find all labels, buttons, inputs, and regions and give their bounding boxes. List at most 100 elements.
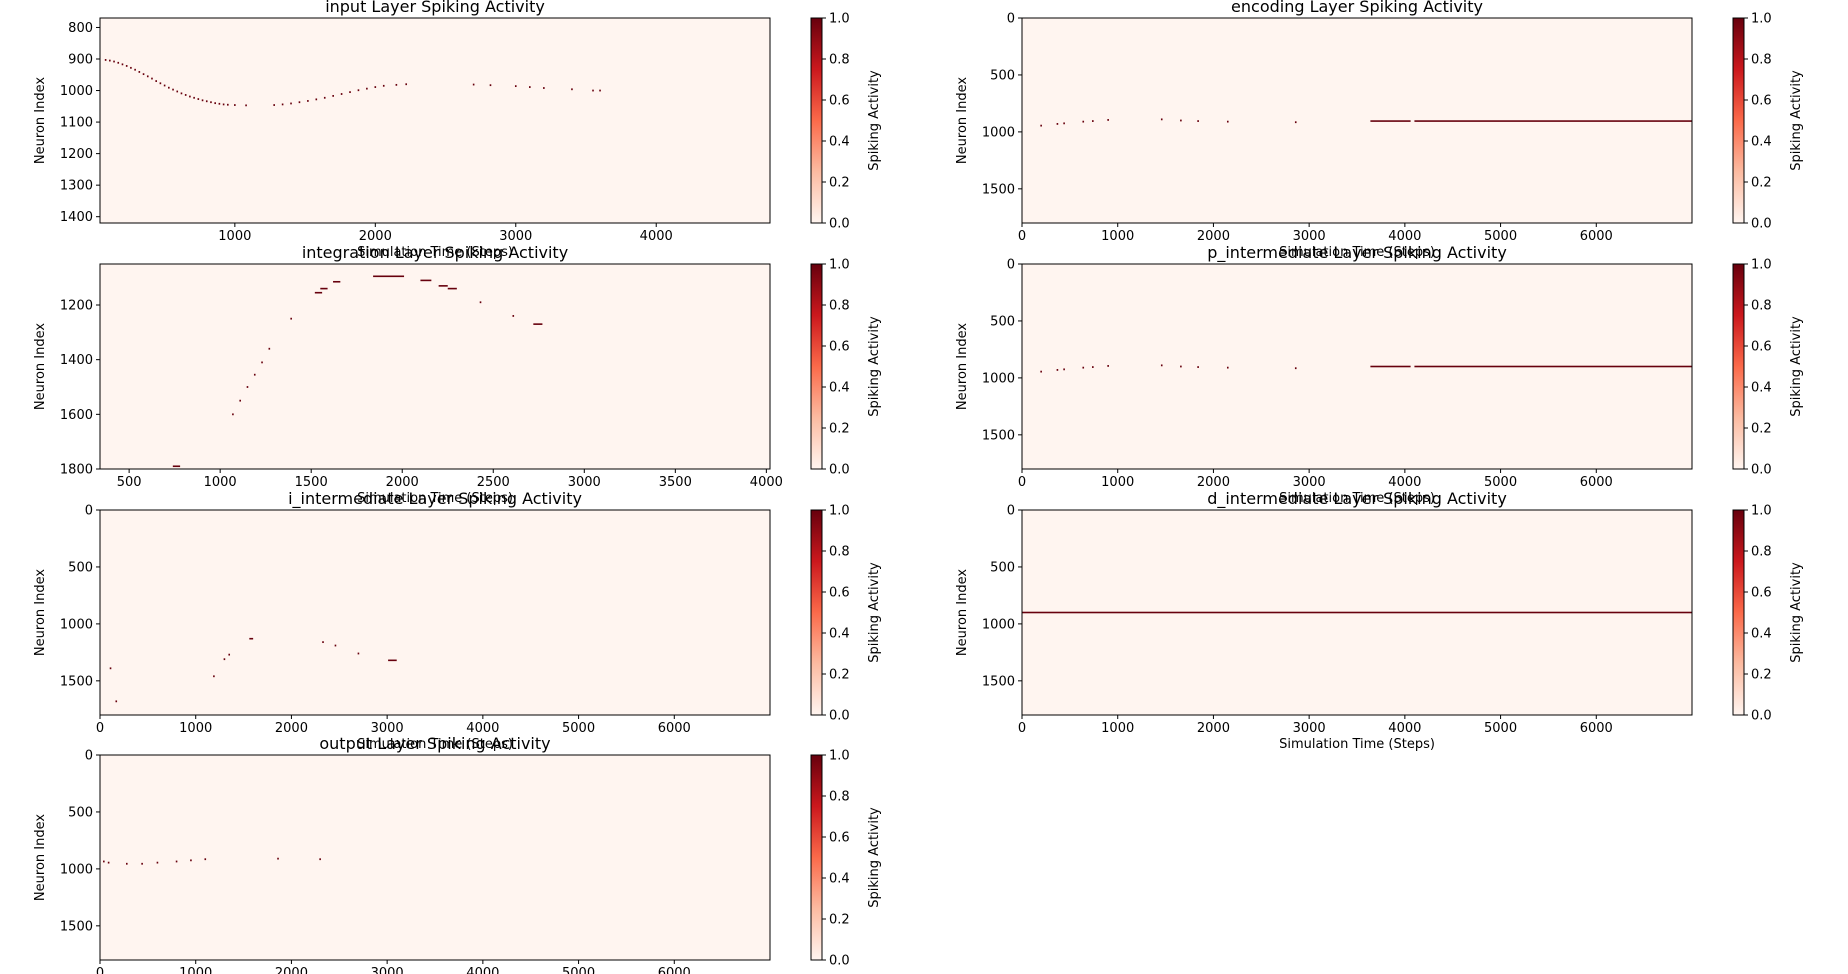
x-tick-label: 3000 xyxy=(568,475,601,490)
chart-title: i_intermediate Layer Spiking Activity xyxy=(288,489,582,509)
colorbar xyxy=(810,263,823,470)
colorbar-tick-label: 0.4 xyxy=(829,381,850,396)
colorbar-tick-label: 0.4 xyxy=(829,135,850,150)
colorbar-tick-label: 0.0 xyxy=(1751,463,1772,478)
y-tick-label: 500 xyxy=(990,68,1015,83)
spike-mark xyxy=(189,95,191,98)
colorbar-label: Spiking Activity xyxy=(867,807,882,908)
spike-train xyxy=(1414,365,1692,368)
y-tick-label: 800 xyxy=(68,21,93,36)
colorbar-tick-label: 0.6 xyxy=(1751,94,1772,109)
spike-train xyxy=(533,323,543,325)
x-tick-label: 1000 xyxy=(1101,721,1134,736)
spike-train xyxy=(1414,120,1692,122)
chart-title: input Layer Spiking Activity xyxy=(325,0,545,16)
spike-mark xyxy=(319,858,321,861)
chart-panel-3: 0 1000 2000 3000 4000 5000 6000 0 500 1000 1500 Sim… xyxy=(955,243,1804,506)
spike-mark xyxy=(227,103,229,106)
chart-panel-5: 0 1000 2000 3000 4000 5000 6000 0 500 1000 1500 Sim… xyxy=(955,489,1804,752)
x-tick-label: 4000 xyxy=(640,229,673,244)
spike-mark xyxy=(197,98,200,100)
spike-mark xyxy=(1107,119,1109,121)
spike-mark xyxy=(175,860,178,863)
spike-mark xyxy=(334,644,337,647)
spike-mark xyxy=(151,77,153,80)
spike-mark xyxy=(228,653,231,656)
spike-mark xyxy=(382,84,385,87)
x-tick-label: 2000 xyxy=(1197,475,1230,490)
spike-mark xyxy=(1180,365,1182,368)
chart-title: d_intermediate Layer Spiking Activity xyxy=(1207,489,1507,509)
spike-mark xyxy=(210,101,212,104)
colorbar-tick-label: 0.6 xyxy=(829,340,850,355)
y-tick-label: 1000 xyxy=(982,371,1015,386)
spike-mark xyxy=(232,413,234,416)
spike-mark xyxy=(213,675,215,678)
y-axis-label: Neuron Index xyxy=(955,77,970,164)
colorbar xyxy=(1732,17,1745,224)
spike-mark xyxy=(176,90,179,93)
colorbar-tick-label: 0.8 xyxy=(1751,545,1772,560)
y-tick-label: 1200 xyxy=(60,147,93,162)
spike-mark xyxy=(1197,120,1199,122)
spike-mark xyxy=(332,95,334,97)
y-tick-label: 1800 xyxy=(60,463,93,478)
spike-mark xyxy=(1226,366,1229,369)
y-tick-label: 900 xyxy=(68,53,93,68)
spike-mark xyxy=(1226,120,1229,123)
spike-mark xyxy=(290,102,292,105)
spike-train xyxy=(249,637,254,640)
colorbar-label: Spiking Activity xyxy=(1789,316,1804,417)
x-tick-label: 0 xyxy=(96,966,104,974)
chart-panel-1: 0 1000 2000 3000 4000 5000 6000 0 500 1000 1500 Sim… xyxy=(955,0,1804,260)
spike-mark xyxy=(1056,123,1059,125)
colorbar-tick-label: 0.0 xyxy=(829,463,850,478)
spike-mark xyxy=(543,87,545,89)
chart-panel-0: 1000 2000 3000 4000 800 900 1000 1100 1200 1300 14… xyxy=(33,0,882,260)
x-tick-label: 1500 xyxy=(295,475,328,490)
x-tick-label: 4000 xyxy=(466,966,499,974)
colorbar-tick-label: 0.4 xyxy=(829,872,850,887)
x-tick-label: 4000 xyxy=(1388,475,1421,490)
spike-mark xyxy=(357,652,360,655)
colorbar-tick-label: 0.8 xyxy=(829,299,850,314)
y-tick-label: 0 xyxy=(85,749,93,764)
axes-frame xyxy=(1021,263,1693,470)
y-axis-label: Neuron Index xyxy=(33,569,48,656)
colorbar-tick-label: 0.8 xyxy=(1751,53,1772,68)
x-tick-label: 2000 xyxy=(359,229,392,244)
spike-mark xyxy=(1040,124,1042,127)
y-axis-label: Neuron Index xyxy=(955,323,970,410)
colorbar-label: Spiking Activity xyxy=(1789,70,1804,171)
y-tick-label: 1300 xyxy=(60,179,93,194)
spike-mark xyxy=(1040,370,1042,373)
x-tick-label: 3000 xyxy=(371,721,404,736)
spike-mark xyxy=(1107,365,1109,367)
colorbar xyxy=(810,509,823,716)
spike-mark xyxy=(1197,366,1199,368)
x-tick-label: 5000 xyxy=(1484,721,1517,736)
spike-mark xyxy=(201,99,204,102)
spike-mark xyxy=(340,93,343,95)
colorbar-tick-label: 0.4 xyxy=(829,627,850,642)
heatmap-area xyxy=(100,755,770,960)
y-tick-label: 1400 xyxy=(60,210,93,225)
spike-mark xyxy=(315,98,318,101)
spike-mark xyxy=(1056,369,1059,371)
spike-mark xyxy=(1160,364,1163,367)
spike-mark xyxy=(156,861,159,864)
spike-train xyxy=(1370,120,1411,122)
x-tick-label: 1000 xyxy=(204,475,237,490)
spike-mark xyxy=(1294,367,1297,370)
x-tick-label: 4000 xyxy=(1388,721,1421,736)
y-tick-label: 1500 xyxy=(60,919,93,934)
colorbar-tick-label: 0.8 xyxy=(829,53,850,68)
heatmap-area xyxy=(100,510,770,715)
chart-title: p_intermediate Layer Spiking Activity xyxy=(1207,243,1507,263)
x-tick-label: 500 xyxy=(117,475,142,490)
spike-mark xyxy=(205,100,208,103)
y-tick-label: 1000 xyxy=(60,862,93,877)
spike-mark xyxy=(479,301,482,304)
spike-mark xyxy=(357,89,360,92)
